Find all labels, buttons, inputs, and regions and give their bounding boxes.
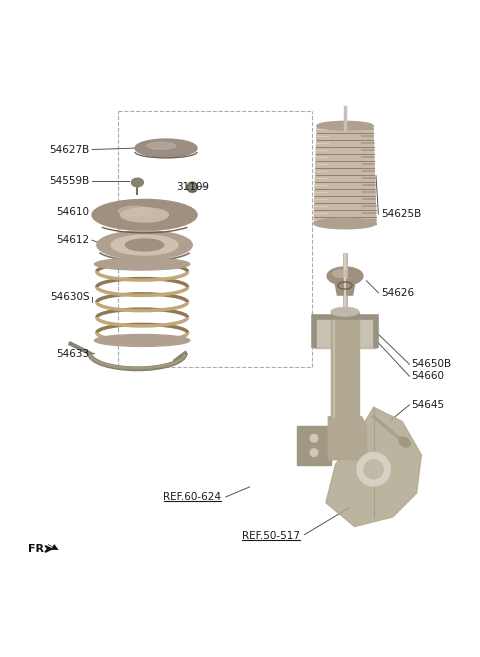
Ellipse shape <box>317 122 373 130</box>
Polygon shape <box>335 279 356 295</box>
Ellipse shape <box>135 139 197 157</box>
Ellipse shape <box>111 235 178 255</box>
Ellipse shape <box>310 449 318 457</box>
Polygon shape <box>297 426 331 464</box>
Text: 54612: 54612 <box>57 235 90 245</box>
Text: 54559B: 54559B <box>49 175 90 185</box>
Text: REF.60-624: REF.60-624 <box>163 492 221 502</box>
Ellipse shape <box>147 142 176 149</box>
Polygon shape <box>314 317 376 348</box>
Ellipse shape <box>120 208 168 222</box>
Ellipse shape <box>97 231 192 260</box>
Ellipse shape <box>399 437 410 447</box>
Ellipse shape <box>357 453 390 486</box>
Text: 54625B: 54625B <box>381 209 421 219</box>
Text: REF.50-517: REF.50-517 <box>241 531 300 541</box>
Text: 54645: 54645 <box>411 400 444 410</box>
Ellipse shape <box>327 267 363 285</box>
Polygon shape <box>314 125 376 223</box>
Ellipse shape <box>364 460 383 479</box>
Text: 54660: 54660 <box>411 371 444 381</box>
Text: FR.: FR. <box>28 544 48 554</box>
Ellipse shape <box>314 218 376 229</box>
Ellipse shape <box>333 270 348 277</box>
Text: REF.50-517: REF.50-517 <box>241 531 300 541</box>
Ellipse shape <box>187 182 198 193</box>
Ellipse shape <box>118 206 152 216</box>
Ellipse shape <box>125 239 164 251</box>
Text: 54650B: 54650B <box>411 359 451 369</box>
Text: 54610: 54610 <box>57 206 90 217</box>
Polygon shape <box>326 407 421 526</box>
Text: 31109: 31109 <box>176 182 209 193</box>
Polygon shape <box>328 417 366 460</box>
Ellipse shape <box>310 434 318 442</box>
Text: 54633: 54633 <box>57 349 90 359</box>
Ellipse shape <box>331 307 359 316</box>
Text: 54626: 54626 <box>381 288 414 298</box>
Ellipse shape <box>132 178 144 187</box>
Polygon shape <box>331 312 359 417</box>
Text: 54627B: 54627B <box>49 145 90 154</box>
Text: 54630S: 54630S <box>50 292 90 302</box>
Ellipse shape <box>95 334 190 346</box>
Ellipse shape <box>92 200 197 231</box>
Text: REF.60-624: REF.60-624 <box>163 492 221 502</box>
Ellipse shape <box>95 258 190 270</box>
